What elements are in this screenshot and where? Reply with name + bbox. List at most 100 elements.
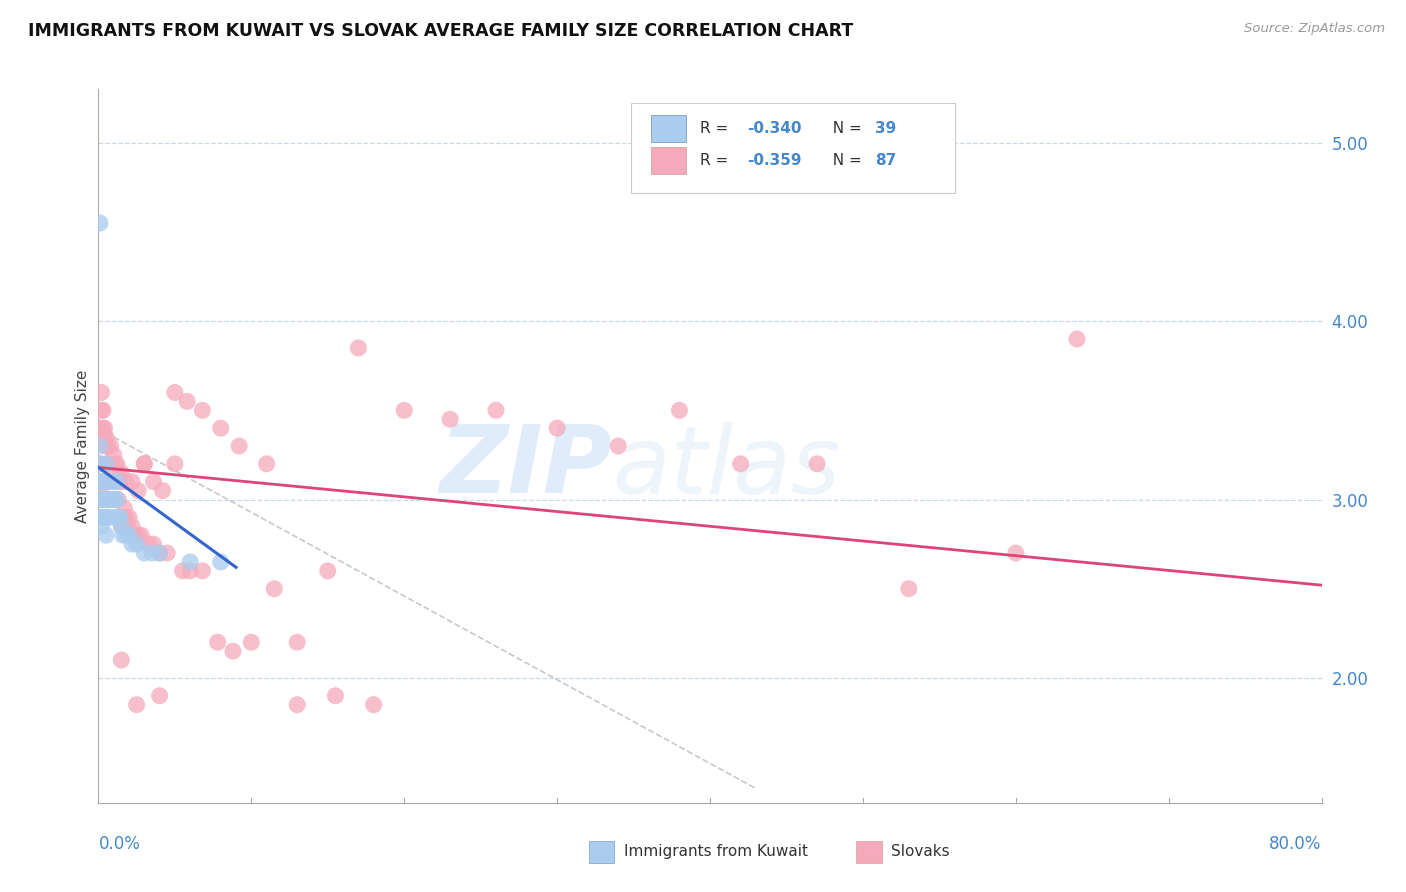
Text: 39: 39	[875, 121, 897, 136]
Point	[118, 510, 141, 524]
Point	[89, 439, 111, 453]
Point	[179, 555, 201, 569]
Point	[142, 537, 165, 551]
Point	[97, 439, 120, 453]
Point	[163, 385, 186, 400]
Point	[98, 475, 121, 489]
Point	[285, 698, 308, 712]
Point	[93, 421, 115, 435]
Bar	[651, 115, 686, 142]
Point	[103, 492, 125, 507]
Text: R =: R =	[700, 153, 734, 168]
Point	[191, 564, 214, 578]
Point	[152, 483, 174, 498]
Point	[97, 457, 120, 471]
Point	[111, 510, 134, 524]
Point	[142, 475, 165, 489]
Point	[89, 475, 111, 489]
Point	[89, 457, 111, 471]
Text: 80.0%: 80.0%	[1270, 835, 1322, 853]
Point	[117, 519, 139, 533]
Point	[110, 653, 132, 667]
Point	[172, 564, 194, 578]
Point	[93, 492, 115, 507]
Point	[107, 492, 129, 507]
Bar	[651, 147, 686, 174]
Point	[89, 421, 111, 435]
Point	[141, 546, 163, 560]
Point	[90, 492, 112, 507]
Point	[263, 582, 285, 596]
Y-axis label: Average Family Size: Average Family Size	[75, 369, 90, 523]
Point	[347, 341, 370, 355]
Text: -0.340: -0.340	[747, 121, 801, 136]
Point	[91, 492, 114, 507]
Point	[89, 492, 111, 507]
Point	[91, 421, 114, 435]
Point	[104, 510, 127, 524]
Point	[90, 475, 112, 489]
Point	[607, 439, 630, 453]
Point	[90, 385, 112, 400]
Point	[149, 546, 172, 560]
Point	[94, 430, 117, 444]
Point	[103, 475, 125, 489]
FancyBboxPatch shape	[630, 103, 955, 193]
Point	[103, 492, 125, 507]
Point	[110, 466, 132, 480]
Point	[127, 528, 149, 542]
Point	[120, 528, 142, 542]
Point	[93, 475, 115, 489]
Point	[124, 528, 146, 542]
Text: Source: ZipAtlas.com: Source: ZipAtlas.com	[1244, 22, 1385, 36]
Point	[115, 528, 138, 542]
Point	[105, 457, 128, 471]
Point	[108, 475, 131, 489]
Point	[91, 510, 114, 524]
Point	[97, 510, 120, 524]
Point	[1004, 546, 1026, 560]
Point	[111, 528, 134, 542]
Text: N =: N =	[823, 153, 866, 168]
Point	[104, 457, 127, 471]
Point	[129, 528, 152, 542]
Point	[134, 457, 156, 471]
Point	[110, 519, 132, 533]
Text: 87: 87	[875, 153, 897, 168]
Point	[240, 635, 263, 649]
Point	[101, 492, 124, 507]
Point	[97, 475, 120, 489]
Point	[191, 403, 214, 417]
Point	[156, 546, 179, 560]
Point	[209, 421, 232, 435]
Point	[98, 510, 121, 524]
Text: Immigrants from Kuwait: Immigrants from Kuwait	[624, 845, 808, 859]
Point	[209, 555, 232, 569]
Point	[134, 546, 156, 560]
Text: 0.0%: 0.0%	[98, 835, 141, 853]
Point	[439, 412, 461, 426]
Text: atlas: atlas	[612, 422, 841, 513]
Point	[485, 403, 508, 417]
Point	[256, 457, 278, 471]
Point	[668, 403, 690, 417]
Point	[897, 582, 920, 596]
Point	[94, 492, 117, 507]
Point	[100, 439, 122, 453]
Text: N =: N =	[823, 121, 866, 136]
Point	[392, 403, 416, 417]
Point	[105, 466, 128, 480]
Point	[138, 537, 160, 551]
Point	[207, 635, 229, 649]
Point	[121, 475, 143, 489]
Point	[228, 439, 250, 453]
Point	[163, 457, 186, 471]
Point	[222, 644, 245, 658]
Text: -0.359: -0.359	[747, 153, 801, 168]
Point	[90, 510, 112, 524]
Point	[316, 564, 339, 578]
Text: R =: R =	[700, 121, 734, 136]
Point	[285, 635, 308, 649]
Point	[179, 564, 201, 578]
Point	[105, 492, 128, 507]
